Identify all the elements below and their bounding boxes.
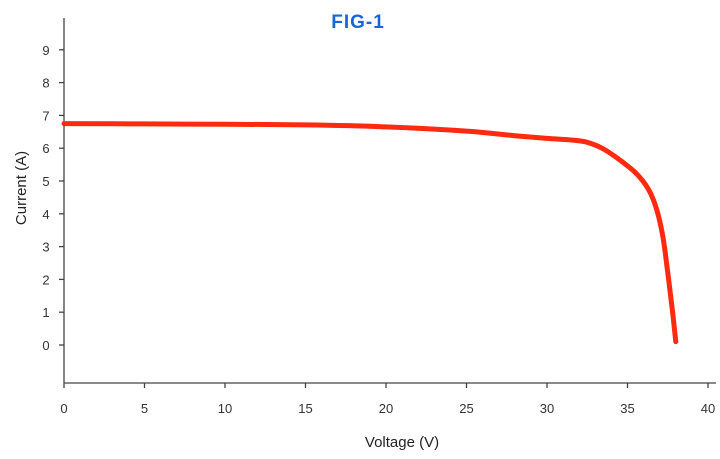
y-tick-label: 2 [42,272,49,287]
x-tick-label: 35 [620,401,634,416]
x-tick-label: 10 [218,401,232,416]
x-axis-title: Voltage (V) [365,434,439,451]
y-tick-label: 5 [42,174,49,189]
y-tick-label: 4 [42,207,49,222]
y-tick-label: 1 [42,305,49,320]
x-tick-label: 40 [701,401,715,416]
x-tick-label: 0 [60,401,67,416]
y-axis-title: Current (A) [13,151,30,225]
y-tick-label: 7 [42,108,49,123]
y-tick-label: 0 [42,338,49,353]
y-tick-label: 8 [42,76,49,91]
chart-title: FIG-1 [331,12,385,33]
x-tick-label: 20 [379,401,393,416]
x-tick-label: 25 [459,401,473,416]
x-tick-label: 30 [540,401,554,416]
y-tick-label: 6 [42,141,49,156]
x-tick-label: 15 [298,401,312,416]
y-tick-label: 9 [42,43,49,58]
x-tick-label: 5 [141,401,148,416]
x-ticks: 0 5 10 15 20 25 30 35 40 [60,383,715,416]
y-tick-label: 3 [42,240,49,255]
y-ticks: 0 1 2 3 4 5 6 7 8 9 [42,43,64,353]
series-line [61,121,679,345]
series-layer [61,121,679,345]
